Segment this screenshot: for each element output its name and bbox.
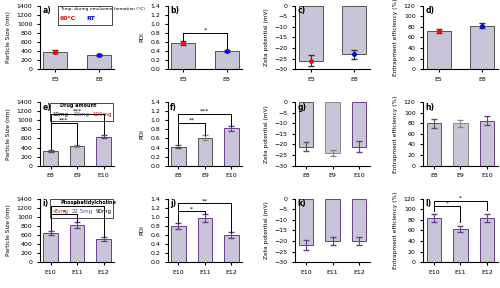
Text: g): g): [298, 103, 306, 112]
Y-axis label: Entrapment efficiency (%): Entrapment efficiency (%): [394, 95, 398, 173]
Bar: [198, 138, 212, 166]
Text: **: **: [74, 201, 80, 206]
Bar: [171, 147, 186, 166]
Bar: [96, 239, 111, 262]
Text: b): b): [170, 6, 179, 15]
Bar: [44, 151, 58, 166]
Y-axis label: Particle Size (nm): Particle Size (nm): [6, 108, 11, 160]
Text: a): a): [42, 6, 51, 15]
Text: *: *: [459, 196, 462, 201]
Text: l): l): [426, 199, 432, 208]
Bar: [352, 199, 366, 241]
Bar: [342, 6, 366, 54]
Bar: [70, 225, 84, 262]
Bar: [171, 226, 186, 262]
Text: c): c): [298, 6, 306, 15]
Y-axis label: Zeta potential (mV): Zeta potential (mV): [264, 9, 269, 67]
Text: ***: ***: [72, 109, 82, 113]
Y-axis label: Entrapment efficiency (%): Entrapment efficiency (%): [394, 0, 398, 76]
Text: *: *: [190, 206, 193, 211]
Bar: [480, 218, 494, 262]
Bar: [214, 51, 238, 69]
Y-axis label: Particle Size (nm): Particle Size (nm): [6, 204, 11, 256]
Bar: [44, 233, 58, 262]
Text: *: *: [204, 28, 206, 33]
Text: Temp. during emulsome formation (°C): Temp. during emulsome formation (°C): [60, 7, 145, 11]
Bar: [70, 146, 84, 166]
Bar: [426, 31, 450, 69]
Text: i): i): [42, 199, 48, 208]
Bar: [171, 43, 195, 69]
Y-axis label: Zeta potential (mV): Zeta potential (mV): [264, 201, 269, 259]
Text: e): e): [42, 103, 51, 112]
Bar: [426, 218, 441, 262]
Bar: [453, 229, 468, 262]
Text: f): f): [170, 103, 177, 112]
Text: d): d): [426, 6, 434, 15]
Text: 90mg: 90mg: [96, 209, 112, 214]
Text: h): h): [426, 103, 434, 112]
Bar: [299, 6, 323, 61]
Bar: [426, 123, 441, 166]
Text: 45mg: 45mg: [52, 209, 68, 214]
Bar: [453, 123, 468, 166]
Y-axis label: PDI: PDI: [140, 226, 144, 235]
Bar: [44, 52, 68, 69]
Text: 10mg: 10mg: [52, 112, 68, 117]
Text: 50mg: 50mg: [74, 112, 90, 117]
Text: ***: ***: [200, 109, 209, 113]
Bar: [352, 102, 366, 147]
Y-axis label: Entrapment efficiency (%): Entrapment efficiency (%): [394, 192, 398, 269]
Bar: [224, 128, 238, 166]
Bar: [480, 121, 494, 166]
Bar: [326, 199, 340, 241]
Text: ***: ***: [59, 118, 69, 123]
Text: Drug amount: Drug amount: [60, 103, 96, 109]
Bar: [224, 235, 238, 262]
Y-axis label: Zeta potential (mV): Zeta potential (mV): [264, 105, 269, 163]
Bar: [87, 55, 111, 69]
Text: **: **: [188, 118, 195, 123]
Bar: [299, 102, 314, 147]
Text: *: *: [62, 209, 66, 215]
Y-axis label: PDI: PDI: [140, 129, 144, 139]
Text: k): k): [298, 199, 306, 208]
Text: *: *: [446, 201, 448, 206]
Text: **: **: [202, 198, 208, 203]
Text: 60°C: 60°C: [60, 16, 76, 21]
Text: j): j): [170, 199, 176, 208]
Y-axis label: PDI: PDI: [140, 33, 144, 42]
Text: RT: RT: [86, 16, 95, 21]
Y-axis label: Particle Size (nm): Particle Size (nm): [6, 12, 11, 63]
Text: 100mg: 100mg: [92, 112, 112, 117]
Bar: [299, 199, 314, 245]
Text: 22.5mg: 22.5mg: [72, 209, 93, 214]
Text: Phosphatidylcholine: Phosphatidylcholine: [60, 200, 116, 205]
Bar: [198, 218, 212, 262]
Bar: [96, 137, 111, 166]
Bar: [326, 102, 340, 153]
Bar: [470, 26, 494, 69]
